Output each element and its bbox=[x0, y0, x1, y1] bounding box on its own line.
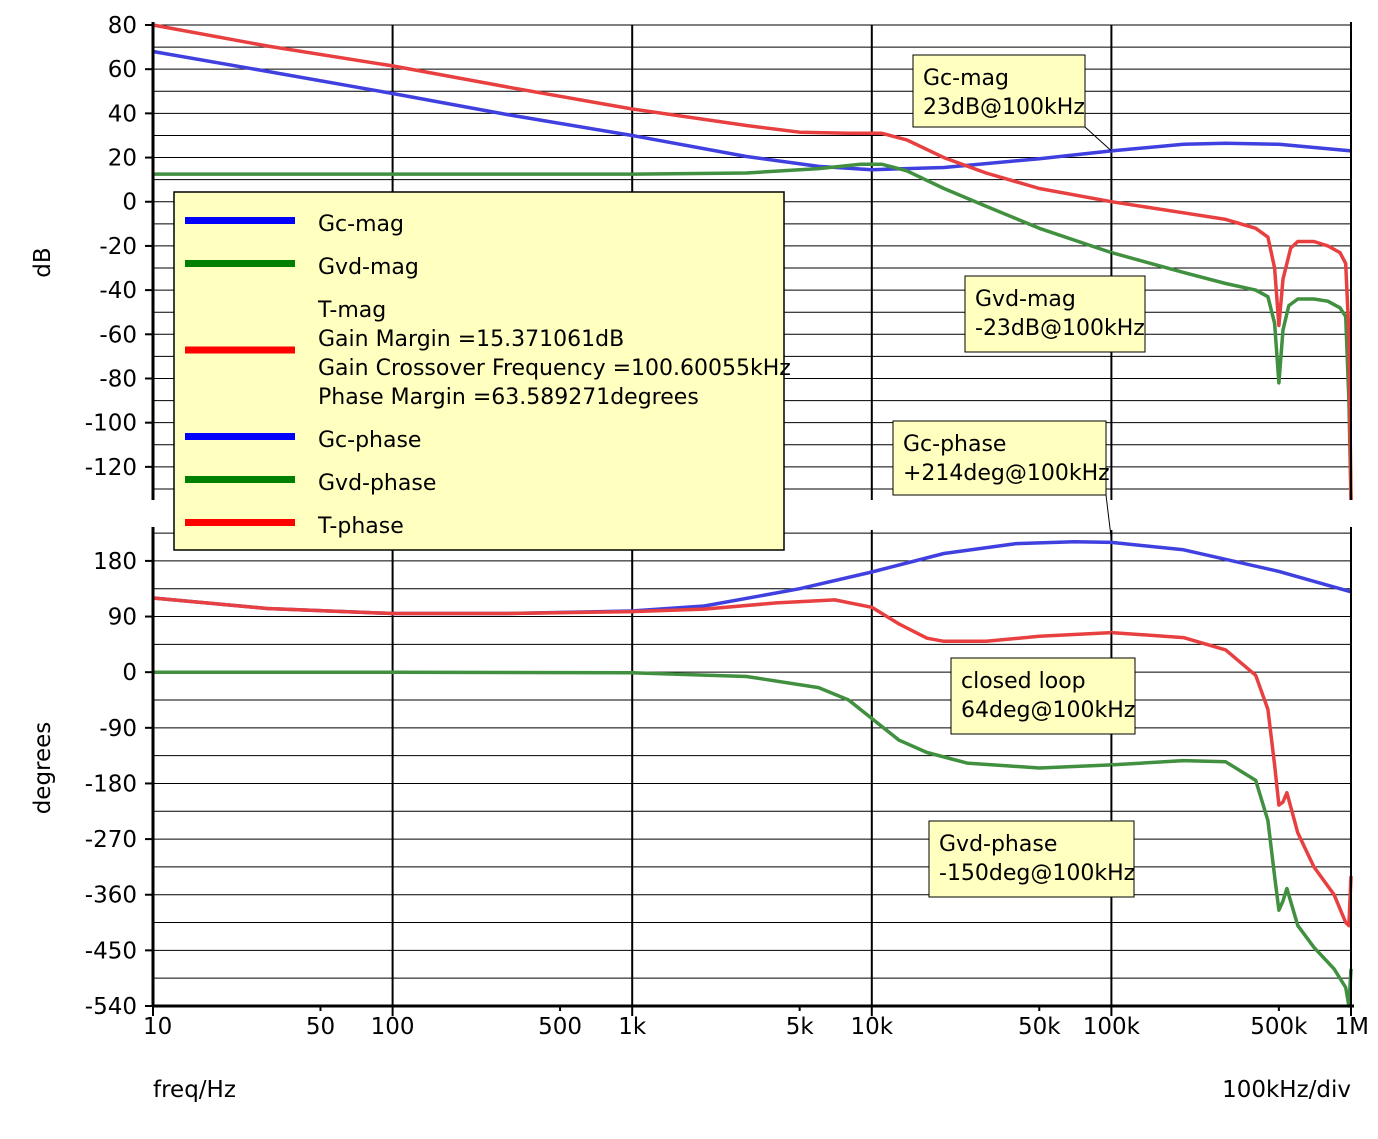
annotation-leader-layer bbox=[1084, 126, 1112, 821]
series-line-gc-phase bbox=[152, 539, 1352, 616]
annotation-text: Gvd-phase bbox=[939, 832, 1057, 857]
annotation-text: +214deg@100kHz bbox=[903, 461, 1110, 486]
series-line-gvd-mag bbox=[153, 162, 1353, 501]
legend-label: Gc-phase bbox=[318, 428, 421, 453]
y-tick-label: -40 bbox=[99, 278, 137, 304]
y-tick-label: -100 bbox=[85, 411, 137, 437]
annotation-box bbox=[964, 275, 1146, 353]
annotation-text: -150deg@100kHz bbox=[939, 861, 1135, 886]
axes-layer: 80 60 40 20 0 -20 -40 -60 -80 -100 -120 dB 180 90 0 -90… bbox=[30, 13, 1369, 1103]
legend-label: Phase Margin =63.589271degrees bbox=[318, 385, 699, 410]
series-line-t-phase bbox=[152, 596, 1353, 928]
x-tick-label: 100k bbox=[1083, 1014, 1141, 1040]
y-tick-label: -90 bbox=[99, 716, 137, 742]
y-tick-label: -60 bbox=[99, 322, 137, 348]
annotation-text: 23dB@100kHz bbox=[923, 95, 1085, 120]
x-tick-label: 50 bbox=[306, 1014, 335, 1040]
legend-label: T-mag bbox=[317, 298, 386, 323]
x-tick-label: 100 bbox=[371, 1014, 415, 1040]
x-tick-label: 1M bbox=[1335, 1014, 1369, 1040]
legend-label: Gvd-phase bbox=[318, 471, 436, 496]
legend-box bbox=[173, 191, 785, 551]
series-layer bbox=[152, 23, 1353, 1008]
y-tick-label: -180 bbox=[85, 771, 137, 797]
y-tick-label: 80 bbox=[108, 13, 137, 39]
series-line-gvd-phase bbox=[153, 670, 1353, 1008]
annotation-box bbox=[928, 820, 1135, 898]
x-tick-label: 10 bbox=[143, 1014, 172, 1040]
y-tick-label: -360 bbox=[85, 883, 137, 909]
y-tick-label: -120 bbox=[85, 455, 137, 481]
y-tick-label: -80 bbox=[99, 366, 137, 392]
annotation-text: -23dB@100kHz bbox=[975, 316, 1145, 341]
annotation-text: closed loop bbox=[961, 669, 1086, 694]
legend-label: Gc-mag bbox=[318, 212, 404, 237]
series-line-gc-mag bbox=[152, 49, 1352, 172]
x-tick-label: 500 bbox=[538, 1014, 582, 1040]
x-tick-label: 10k bbox=[851, 1014, 894, 1040]
annotation-leader bbox=[1105, 494, 1112, 540]
x-tick-label: 500k bbox=[1250, 1014, 1308, 1040]
y-tick-label: 0 bbox=[122, 660, 137, 686]
y-axis-label: degrees bbox=[30, 722, 56, 815]
annotation-text: 64deg@100kHz bbox=[961, 698, 1135, 723]
legend-label: Gain Crossover Frequency =100.60055kHz bbox=[318, 356, 791, 381]
legend-label: Gvd-mag bbox=[318, 255, 419, 280]
x-axis-label: freq/Hz bbox=[153, 1077, 236, 1103]
annotation-layer: Gc-mag 23dB@100kHz Gvd-mag -23dB@100kHz Gc-p… bbox=[892, 54, 1146, 898]
legend-label: Gain Margin =15.371061dB bbox=[318, 327, 624, 352]
x-div-label: 100kHz/div bbox=[1222, 1077, 1351, 1103]
y-tick-label: -20 bbox=[99, 234, 137, 260]
x-tick-label: 50k bbox=[1018, 1014, 1061, 1040]
annotation-box bbox=[892, 420, 1107, 496]
y-tick-label: -270 bbox=[85, 827, 137, 853]
y-tick-label: 20 bbox=[108, 146, 137, 172]
y-tick-label: 40 bbox=[108, 101, 137, 127]
annotation-text: Gvd-mag bbox=[975, 287, 1076, 312]
x-tick-label: 5k bbox=[786, 1014, 815, 1040]
legend-label: T-phase bbox=[317, 514, 404, 539]
annotation-leader bbox=[1084, 126, 1112, 152]
y-tick-label: 180 bbox=[93, 549, 137, 575]
annotation-box bbox=[912, 54, 1086, 128]
y-tick-label: 60 bbox=[108, 57, 137, 83]
y-tick-label: -450 bbox=[85, 938, 137, 964]
annotation-text: Gc-mag bbox=[923, 66, 1009, 91]
legend: Gc-mag Gvd-mag T-mag Gain Margin =15.371061… bbox=[173, 191, 791, 551]
x-tick-label: 1k bbox=[618, 1014, 647, 1040]
y-axis-label: dB bbox=[30, 247, 56, 277]
annotation-text: Gc-phase bbox=[903, 432, 1006, 457]
y-tick-label: 0 bbox=[122, 190, 137, 216]
series-line-t-mag bbox=[152, 23, 1353, 501]
y-tick-label: 90 bbox=[108, 605, 137, 631]
y-tick-label: -540 bbox=[85, 994, 137, 1020]
annotation-box bbox=[950, 657, 1136, 735]
